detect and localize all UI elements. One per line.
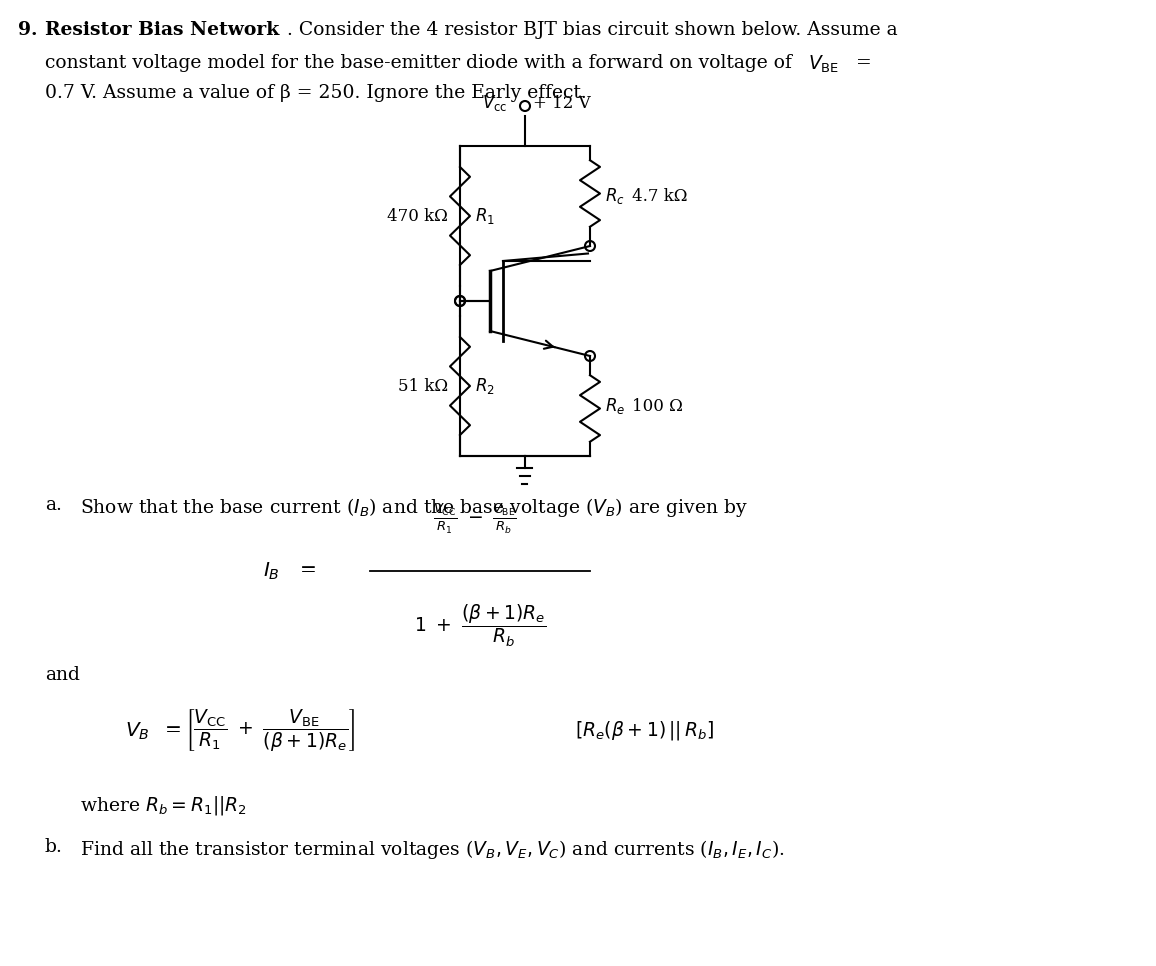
Text: . Consider the 4 resistor BJT bias circuit shown below. Assume a: . Consider the 4 resistor BJT bias circu… xyxy=(287,21,897,39)
Text: $[R_e(\beta+1)\,||\,R_b]$: $[R_e(\beta+1)\,||\,R_b]$ xyxy=(575,720,714,743)
Text: Find all the transistor terminal voltages ($V_B, V_E, V_C$) and currents ($I_B, : Find all the transistor terminal voltage… xyxy=(80,838,785,861)
Text: $\frac{V_{\rm CC}}{R_1}\ -\ \frac{V_{\rm BE}}{R_b}$: $\frac{V_{\rm CC}}{R_1}\ -\ \frac{V_{\rm… xyxy=(434,502,517,536)
Text: and: and xyxy=(45,666,80,684)
Text: =: = xyxy=(165,722,181,741)
Text: Resistor Bias Network: Resistor Bias Network xyxy=(45,21,280,39)
Text: =: = xyxy=(301,561,317,581)
Text: a.: a. xyxy=(45,496,62,514)
Text: where $R_b = R_1||R_2$: where $R_b = R_1||R_2$ xyxy=(80,794,247,817)
Text: constant voltage model for the base-emitter diode with a forward on voltage of: constant voltage model for the base-emit… xyxy=(45,54,798,72)
Text: $V_B$: $V_B$ xyxy=(125,721,150,742)
Text: =: = xyxy=(850,54,872,72)
Text: $I_B$: $I_B$ xyxy=(264,560,280,582)
Text: 100 Ω: 100 Ω xyxy=(632,397,683,414)
Text: 9.: 9. xyxy=(18,21,37,39)
Text: $V_{\rm BE}$: $V_{\rm BE}$ xyxy=(808,54,839,75)
Text: 51 kΩ: 51 kΩ xyxy=(398,378,449,394)
Text: $R_c$: $R_c$ xyxy=(605,186,624,206)
Text: + 12 V: + 12 V xyxy=(533,95,591,111)
Text: 0.7 V. Assume a value of β = 250. Ignore the Early effect.: 0.7 V. Assume a value of β = 250. Ignore… xyxy=(45,84,587,102)
Text: $R_1$: $R_1$ xyxy=(475,206,495,226)
Text: 4.7 kΩ: 4.7 kΩ xyxy=(632,187,688,205)
Text: Show that the base current ($I_B$) and the base voltage ($V_B$) are given by: Show that the base current ($I_B$) and t… xyxy=(80,496,748,519)
Text: $1\ +\ \dfrac{(\beta+1)R_e}{R_b}$: $1\ +\ \dfrac{(\beta+1)R_e}{R_b}$ xyxy=(414,603,546,649)
Text: 470 kΩ: 470 kΩ xyxy=(387,208,449,224)
Text: b.: b. xyxy=(45,838,62,856)
Text: $V_{\rm cc}$: $V_{\rm cc}$ xyxy=(482,93,507,113)
Text: $\left[\dfrac{V_{\rm CC}}{R_1}\ +\ \dfrac{V_{\rm BE}}{(\beta+1)R_e}\right]$: $\left[\dfrac{V_{\rm CC}}{R_1}\ +\ \dfra… xyxy=(185,708,355,754)
Text: $R_2$: $R_2$ xyxy=(475,376,495,396)
Text: $R_e$: $R_e$ xyxy=(605,396,625,416)
